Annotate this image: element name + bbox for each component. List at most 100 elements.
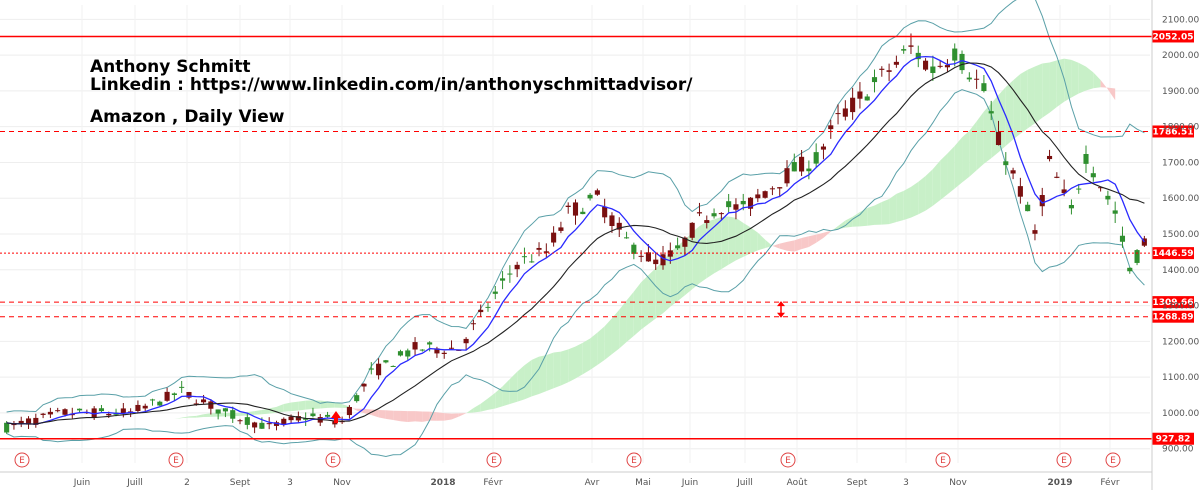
kijun-line <box>6 62 1145 425</box>
cloud-segment <box>1107 87 1116 101</box>
cloud-segment <box>590 332 598 370</box>
candle-body <box>1046 155 1053 160</box>
candle-body <box>995 131 1002 146</box>
linkedin-url[interactable]: Linkedin : https://www.linkedin.com/in/a… <box>90 75 693 95</box>
time-tick-label: Juill <box>736 478 753 488</box>
candle-body <box>740 200 746 205</box>
candle-body <box>726 201 732 208</box>
candle-body <box>842 108 848 117</box>
time-axis: Juin Juill 2 Sept 3 Nov 2018 Févr Avr Mai Juin Juil… <box>0 471 1152 488</box>
cloud-segment <box>735 217 744 261</box>
candle-body <box>551 232 557 243</box>
candle-body <box>660 254 666 266</box>
candle-body <box>828 125 834 130</box>
candle-body <box>448 347 455 349</box>
candle-body <box>266 423 272 425</box>
candle-body <box>18 420 24 424</box>
time-tick-label: Févr <box>483 477 503 488</box>
candle-body <box>237 420 243 422</box>
time-tick-label: Juin <box>73 478 91 488</box>
candle-body <box>142 405 148 409</box>
candle-body <box>507 273 513 275</box>
cloud-segment <box>553 351 561 389</box>
level-label: 1268.89 <box>1153 313 1194 323</box>
cloud-segment <box>677 239 685 302</box>
cloud-segment <box>779 241 787 251</box>
cloud-segment <box>684 232 693 296</box>
cloud-segment <box>728 216 736 265</box>
level-label: 2052.05 <box>1153 32 1194 42</box>
price-tick-label: 1100.00 <box>1162 373 1199 383</box>
level-label-bg <box>1152 30 1194 43</box>
candle-body <box>171 393 177 396</box>
candle-body <box>419 349 425 351</box>
cloud-segment <box>509 371 518 405</box>
author-name: Anthony Schmitt <box>90 57 251 77</box>
cloud-segment <box>349 406 357 411</box>
cloud-segment <box>174 417 182 420</box>
price-tick-label: 1400.00 <box>1162 266 1199 276</box>
candle-body <box>908 45 914 47</box>
time-tick-label: 3 <box>903 478 909 488</box>
candle-body <box>565 205 571 207</box>
cloud-segment <box>925 169 933 211</box>
candle-body <box>149 399 156 401</box>
cloud-segment <box>852 211 860 227</box>
candle-body <box>645 252 651 262</box>
time-tick-label: Nov <box>333 478 351 488</box>
candle-body <box>1054 176 1060 178</box>
candle-body <box>1134 250 1140 263</box>
cloud-segment <box>786 240 795 252</box>
cloud-segment <box>670 245 678 307</box>
candle-body <box>514 264 520 270</box>
cloud-segment <box>910 181 919 218</box>
candle-body <box>1119 235 1126 242</box>
level-label-bg <box>1152 432 1194 445</box>
cloud-segment <box>305 400 313 410</box>
candle-body <box>383 360 389 363</box>
cloud-segment <box>947 145 955 195</box>
cloud-segment <box>473 403 481 413</box>
candle-body <box>623 237 630 239</box>
candle-body <box>850 97 856 113</box>
event-marker-icon <box>780 452 796 468</box>
cloud-segment <box>750 227 758 254</box>
event-marker-icon <box>325 452 341 468</box>
time-tick-label: Avr <box>585 478 600 488</box>
candle-body <box>915 52 921 60</box>
candle-body <box>186 391 192 398</box>
cloud-segment <box>743 222 751 257</box>
candle-body <box>769 188 775 190</box>
candle-body <box>747 197 754 209</box>
level-label-bg <box>1152 310 1194 323</box>
candle-body <box>259 422 265 429</box>
candle-body <box>871 77 878 83</box>
candle-body <box>791 162 797 172</box>
candle-body <box>164 391 170 401</box>
bollinger-bands <box>6 0 1145 458</box>
cloud-segment <box>969 121 977 177</box>
cloud-segment <box>188 415 197 418</box>
cloud-segment <box>393 410 401 422</box>
price-axis: 900.00 1000.00 1100.00 1200.00 1300.00 1400.0… <box>1151 0 1199 490</box>
price-tick-label: 1800.00 <box>1162 123 1199 133</box>
cloud-segment <box>1013 73 1021 140</box>
candle-body <box>981 83 987 92</box>
candle-body <box>1141 238 1147 246</box>
candle-body <box>930 66 936 74</box>
cloud-segment <box>604 318 612 360</box>
candle-body <box>755 194 761 199</box>
cloud-segment <box>714 217 722 274</box>
candle-body <box>273 422 280 426</box>
cloud-segment <box>422 411 430 422</box>
cloud-segment <box>152 420 160 422</box>
cloud-segment <box>181 416 189 419</box>
cloud-segment <box>196 414 204 418</box>
candle-body <box>1061 189 1067 194</box>
candle-body <box>434 348 440 354</box>
cloud-segment <box>648 268 656 325</box>
candle-body <box>397 351 404 356</box>
time-tick-label: Juin <box>681 478 699 488</box>
cloud-segment <box>1100 79 1108 90</box>
